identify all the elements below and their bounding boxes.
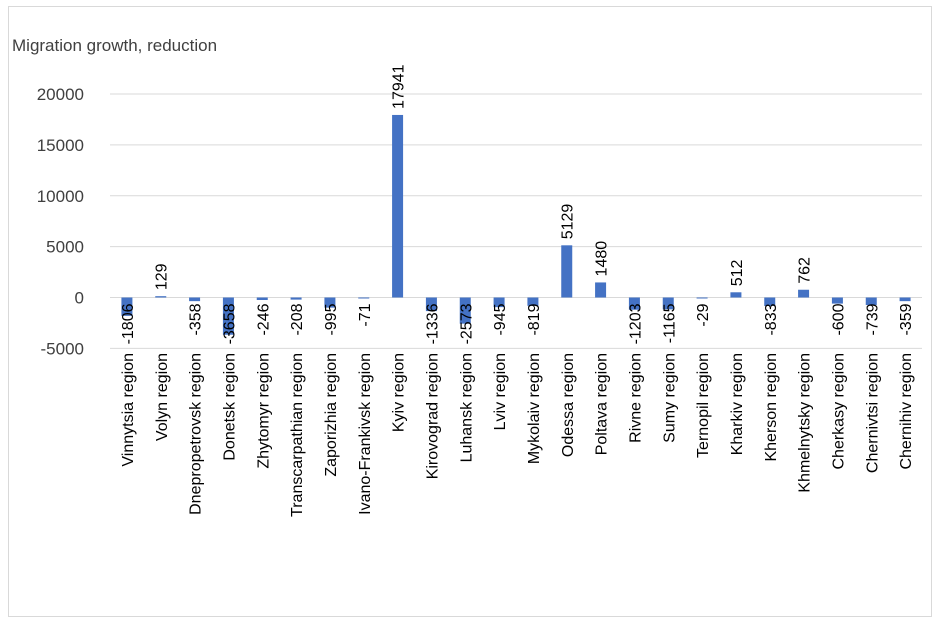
- bar: [865, 297, 877, 306]
- category-labels: Vinnytsia region Volyn region Dnepropetrov…: [120, 353, 915, 517]
- data-labels: -1806 129 -358 -3658 -246 -208 -995 -71 17941 -13…: [120, 64, 915, 344]
- data-label: -739: [864, 303, 881, 335]
- y-tick-label: 10000: [37, 187, 84, 206]
- bar: [662, 297, 674, 310]
- y-tick-label: 20000: [37, 85, 84, 104]
- category-label: Odessa region: [560, 353, 577, 457]
- category-label: Kyiv region: [391, 353, 408, 432]
- category-label: Donetsk region: [221, 353, 238, 461]
- bar: [764, 297, 776, 306]
- category-label: Kirovograd region: [424, 353, 441, 479]
- bar: [831, 297, 843, 304]
- data-label: -945: [492, 303, 509, 335]
- category-label: Lviv region: [492, 353, 509, 430]
- category-label: Luhansk region: [458, 353, 475, 462]
- bar: [628, 297, 640, 310]
- category-label: Ivano-Frankivsk region: [357, 353, 374, 515]
- bar: [595, 282, 607, 298]
- data-label: -1806: [120, 303, 137, 344]
- data-label: -359: [898, 303, 915, 335]
- category-label: Transcarpathian region: [289, 353, 306, 517]
- bar: [798, 289, 810, 298]
- chart-title: Migration growth, reduction: [12, 36, 218, 55]
- bar: [358, 297, 370, 299]
- data-label: -1336: [424, 303, 441, 344]
- y-tick-label: 0: [75, 289, 84, 308]
- data-label: 1480: [594, 241, 611, 277]
- data-label: -1165: [661, 303, 678, 343]
- y-tick-label: 15000: [37, 136, 84, 155]
- category-label: Chernivtsi region: [864, 353, 881, 473]
- category-label: Cherkasy region: [830, 353, 847, 470]
- data-label: -358: [188, 303, 205, 335]
- category-label: Sumy region: [661, 353, 678, 443]
- category-label: Volyn region: [154, 353, 171, 441]
- category-label: Poltava region: [594, 353, 611, 455]
- bar: [392, 114, 404, 298]
- category-label: Kharkiv region: [729, 353, 746, 455]
- data-label: -600: [830, 303, 847, 335]
- data-label: 512: [729, 259, 746, 286]
- data-label: -3658: [221, 303, 238, 344]
- bar: [899, 297, 911, 302]
- category-label: Khmelnytsky region: [797, 353, 814, 493]
- bar: [527, 297, 539, 306]
- y-tick-label: -5000: [41, 339, 84, 358]
- data-label: -29: [695, 303, 712, 326]
- data-label: -995: [323, 303, 340, 335]
- category-label: Dnepropetrovsk region: [188, 353, 205, 515]
- bar: [324, 297, 336, 308]
- bar: [425, 297, 437, 312]
- data-label: 5129: [560, 204, 577, 240]
- bar: [561, 245, 573, 298]
- data-label: -1203: [627, 303, 644, 344]
- data-label: -246: [255, 303, 272, 335]
- category-label: Ternopil region: [695, 353, 712, 458]
- bar: [189, 297, 201, 302]
- data-label: -71: [357, 303, 374, 326]
- bar: [493, 297, 505, 308]
- data-label: 129: [154, 263, 171, 290]
- category-label: Kherson region: [763, 353, 780, 462]
- data-label: 762: [797, 257, 814, 284]
- bars: [121, 114, 911, 335]
- data-label: -2573: [458, 303, 475, 344]
- y-tick-label: 5000: [46, 238, 84, 257]
- category-label: Zaporizhia region: [323, 353, 340, 477]
- category-label: Zhytomyr region: [255, 353, 272, 469]
- category-label: Mykolaiv region: [526, 353, 543, 464]
- bar: [730, 292, 742, 298]
- bar: [256, 297, 268, 301]
- y-axis-ticks: -5000 0 5000 10000 15000 20000: [37, 85, 84, 358]
- bar: [155, 296, 167, 298]
- bar: [290, 297, 302, 300]
- category-label: Vinnytsia region: [120, 353, 137, 467]
- bar: [222, 297, 234, 335]
- gridlines: [110, 93, 922, 349]
- bar: [696, 297, 708, 299]
- bar: [121, 297, 133, 316]
- bar: [459, 297, 471, 324]
- data-label: -819: [526, 303, 543, 335]
- category-label: Rivne region: [627, 353, 644, 443]
- category-label: Chernihiv region: [898, 353, 915, 470]
- data-label: -833: [763, 303, 780, 335]
- data-label: 17941: [391, 64, 408, 109]
- data-label: -208: [289, 303, 306, 335]
